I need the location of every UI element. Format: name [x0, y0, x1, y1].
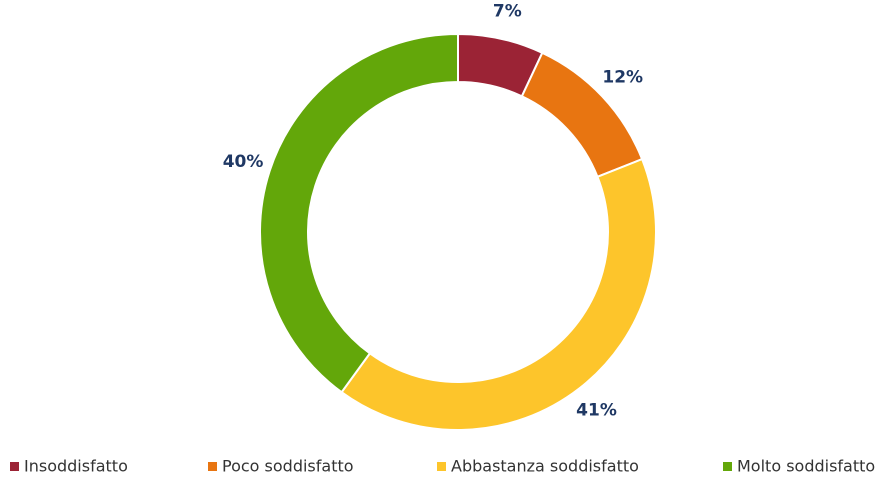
value-label: 12% — [602, 67, 643, 87]
value-label: 41% — [576, 401, 617, 421]
legend-label: Poco soddisfatto — [222, 457, 354, 476]
legend-swatch — [208, 462, 217, 471]
legend-swatch — [10, 462, 19, 471]
legend-label: Insoddisfatto — [24, 457, 128, 476]
value-label: 40% — [223, 152, 264, 172]
donut-segment — [340, 157, 657, 431]
legend-swatch — [437, 462, 446, 471]
legend-label: Abbastanza soddisfatto — [451, 457, 639, 476]
value-label: 7% — [493, 1, 522, 21]
donut-segment — [259, 32, 459, 394]
legend-label: Molto soddisfatto — [737, 457, 875, 476]
legend-swatch — [723, 462, 732, 471]
